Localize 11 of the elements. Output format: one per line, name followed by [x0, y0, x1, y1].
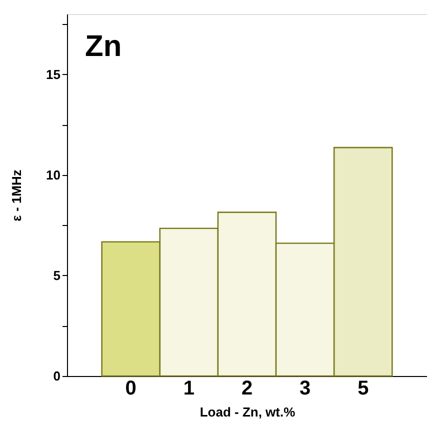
- y-tick-label: 10: [46, 167, 60, 182]
- y-tick-label: 5: [53, 268, 60, 283]
- x-tick-label: 2: [241, 378, 253, 400]
- x-tick-label: 1: [183, 378, 194, 400]
- y-axis-title: ε - 1MHz: [9, 169, 24, 222]
- x-tick-label: 5: [358, 378, 369, 400]
- x-tick-label: 0: [125, 378, 136, 400]
- annotation: Zn: [85, 30, 122, 63]
- x-tick-label: 3: [300, 378, 311, 400]
- x-axis-title: Load - Zn, wt.%: [200, 404, 296, 420]
- y-tick-label: 15: [46, 66, 60, 82]
